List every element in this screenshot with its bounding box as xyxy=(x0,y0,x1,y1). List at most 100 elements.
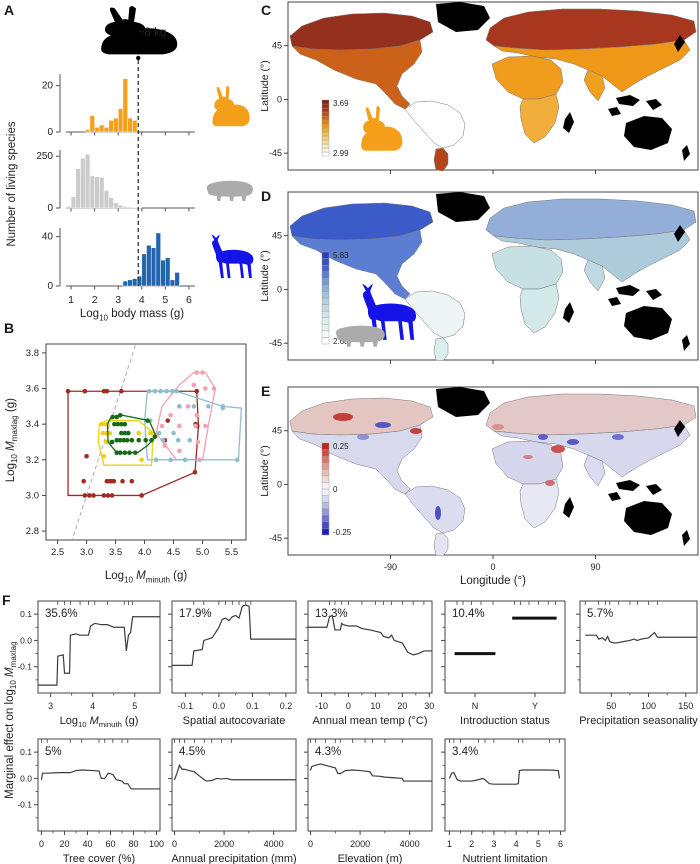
map-c-svg: 45 0 -45 Latitude (°) 3.69 2.99 xyxy=(259,1,699,174)
panel-a-histograms: 0 20 0 250 0 40 1 2 3 4 5 6 ~8 kg Number of living s… xyxy=(0,0,258,330)
map-d-svg: 45 0 -45 Latitude (°) 5.83 2.68 xyxy=(259,191,699,364)
svg-text:3.2: 3.2 xyxy=(26,455,39,466)
svg-text:4.5: 4.5 xyxy=(167,547,180,558)
group-dark-red xyxy=(65,388,200,498)
variance-pct: 3.4% xyxy=(452,746,478,758)
panel-d-map: 45 0 -45 Latitude (°) 5.83 2.68 xyxy=(258,190,700,375)
svg-text:5: 5 xyxy=(162,294,168,306)
panel-f-letter: F xyxy=(2,592,11,608)
histogram-lagomorphs: 0 20 xyxy=(42,74,195,138)
svg-text:0: 0 xyxy=(346,701,351,711)
svg-text:50: 50 xyxy=(606,701,616,711)
svg-text:45: 45 xyxy=(272,41,282,51)
svg-text:0: 0 xyxy=(308,839,313,849)
svg-text:-45: -45 xyxy=(269,338,282,348)
svg-text:0.0: 0.0 xyxy=(213,701,226,711)
latitude-label: Latitude (°) xyxy=(259,445,271,496)
colorbar: 5.83 2.68 xyxy=(321,251,349,346)
f-plot-xlabel: Nutrient limitation xyxy=(462,853,548,864)
svg-text:2000: 2000 xyxy=(350,839,370,849)
svg-text:4: 4 xyxy=(139,294,145,306)
f-plot-svg: 0.1 0.0 -0.1 5% 0 20 40 60 80 100 xyxy=(17,738,164,849)
f-plot-xlabel: Elevation (m) xyxy=(337,853,403,864)
histogram-ungulates: 0 40 xyxy=(42,228,195,292)
panel-a-ylabel: Number of living species xyxy=(6,121,18,247)
svg-text:0: 0 xyxy=(39,839,44,849)
latitude-label: Latitude (°) xyxy=(259,60,271,111)
marginal-effect-curve xyxy=(585,631,697,644)
capybara-icon xyxy=(206,180,254,201)
svg-text:80: 80 xyxy=(129,839,139,849)
group-pink xyxy=(155,370,217,463)
svg-text:3: 3 xyxy=(491,839,496,849)
svg-text:Y: Y xyxy=(532,701,538,711)
svg-text:45: 45 xyxy=(272,426,282,436)
panel-b-ylabel: Log10 Mmaxlag (g) xyxy=(4,398,20,483)
svg-text:-0.1: -0.1 xyxy=(17,662,32,672)
f-plot-svg: 5.7% 50 100 150 xyxy=(576,600,698,711)
colorbar: 3.69 2.99 xyxy=(321,99,349,158)
svg-text:-0.1: -0.1 xyxy=(178,701,194,711)
svg-text:30: 30 xyxy=(424,701,434,711)
marginal-effect-curve xyxy=(38,616,160,686)
svg-text:3.5: 3.5 xyxy=(109,547,122,558)
svg-text:60: 60 xyxy=(106,839,116,849)
f-plot-xlabel: Precipitation seasonality xyxy=(579,715,698,727)
target-species-annotation: ~8 kg xyxy=(101,6,178,286)
variance-pct: 35.6% xyxy=(45,608,78,620)
panel-c-map: 45 0 -45 Latitude (°) 3.69 2.99 xyxy=(258,0,700,185)
svg-text:3.0: 3.0 xyxy=(26,490,39,501)
capybara-icon xyxy=(335,325,385,347)
f-plot-nutrient-limitation: 3.4% 1 2 3 4 5 6 Nutrient limitation xyxy=(411,735,571,864)
svg-text:2: 2 xyxy=(92,294,98,306)
svg-text:0.1: 0.1 xyxy=(20,609,32,619)
variance-pct: 17.9% xyxy=(179,608,212,620)
svg-text:3.69: 3.69 xyxy=(333,99,349,108)
marginal-effect-curve xyxy=(172,604,296,667)
f-plot-annual-mean-temp-c-: 13.3% -10 0 10 20 30 Annual mean temp (°C) xyxy=(274,597,438,735)
f-plot-svg: 4.3% 0 2000 4000 xyxy=(304,738,433,849)
svg-text:5.5: 5.5 xyxy=(225,547,238,558)
svg-text:20: 20 xyxy=(59,839,69,849)
svg-text:0.2: 0.2 xyxy=(280,701,293,711)
histogram-rodents: 0 250 xyxy=(36,150,195,214)
f-plot-xlabel: Annual mean temp (°C) xyxy=(312,715,428,727)
svg-text:1: 1 xyxy=(447,839,452,849)
panel-b-scatter: 2.5 3.0 3.5 4.0 4.5 5.0 5.5 2.8 3.0 3.2 3.4 3.6 3.8 … xyxy=(0,330,258,595)
svg-text:90: 90 xyxy=(590,562,600,572)
svg-text:0: 0 xyxy=(47,203,53,214)
panel-a-xlabel: Log10 body mass (g) xyxy=(79,308,185,323)
svg-text:0.0: 0.0 xyxy=(20,635,32,645)
marginal-effect-curve xyxy=(308,614,432,656)
f-plot-elevation-m-: 4.3% 0 2000 4000 Elevation (m) xyxy=(274,735,438,864)
deer-icon xyxy=(211,234,254,279)
svg-text:10: 10 xyxy=(370,701,380,711)
f-plot-log-m-minuth-g-: 0.1 0.0 -0.1 35.6% 3 4 5 Log10 Mminuth (g) xyxy=(4,597,166,735)
f-plot-svg: 10.4% N Y xyxy=(441,600,566,711)
marginal-effect-curve xyxy=(173,763,296,782)
svg-text:40: 40 xyxy=(82,839,92,849)
svg-text:-45: -45 xyxy=(269,148,282,158)
svg-text:3: 3 xyxy=(115,294,121,306)
svg-text:4: 4 xyxy=(90,701,95,711)
f-plot-svg: 17.9% -0.1 0.0 0.1 0.2 xyxy=(168,600,297,711)
svg-text:0: 0 xyxy=(490,562,495,572)
svg-text:0.1: 0.1 xyxy=(20,747,32,757)
svg-text:250: 250 xyxy=(36,151,53,162)
svg-text:0.1: 0.1 xyxy=(246,701,259,711)
group-green xyxy=(106,412,158,455)
svg-text:5.0: 5.0 xyxy=(196,547,209,558)
rabbit-icon xyxy=(101,6,178,55)
svg-text:-90: -90 xyxy=(384,562,397,572)
svg-text:2.8: 2.8 xyxy=(26,526,39,537)
map-c-continents xyxy=(289,2,697,172)
svg-text:4000: 4000 xyxy=(400,839,420,849)
f-plot-xlabel: Spatial autocovariate xyxy=(182,715,286,727)
group-light-blue xyxy=(143,388,243,463)
scatter-svg: 2.5 3.0 3.5 4.0 4.5 5.0 5.5 2.8 3.0 3.2 3.4 3.6 3.8 xyxy=(26,343,247,558)
f-plot-svg: 4.5% 0 2000 4000 xyxy=(168,738,297,849)
panel-f-marginal-effects: Marginal effect on log10 Mmaxlag 0.1 0.0-… xyxy=(0,595,700,864)
svg-text:6: 6 xyxy=(186,294,192,306)
f-plot-xlabel: Log10 Mminuth (g) xyxy=(59,715,139,730)
panel-b-xlabel: Log10 Mminuth (g) xyxy=(104,570,188,585)
